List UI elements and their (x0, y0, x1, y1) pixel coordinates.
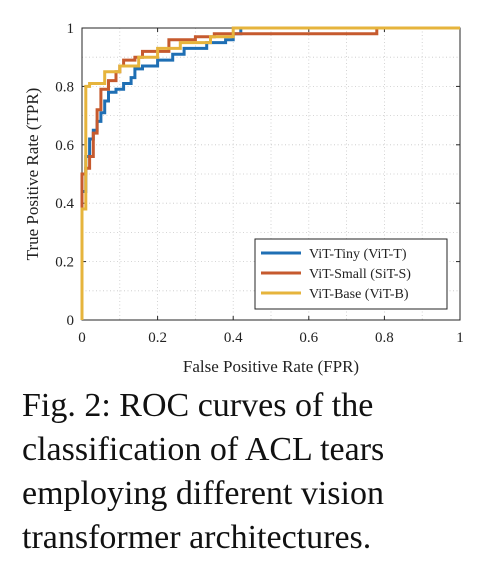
y-axis-label: True Positive Rate (TPR) (23, 88, 42, 261)
x-tick-label: 0.2 (148, 330, 167, 346)
caption-line: transformer architectures. (22, 519, 372, 556)
x-axis-label: False Positive Rate (FPR) (183, 357, 359, 376)
legend-label: ViT-Tiny (ViT-T) (309, 247, 407, 262)
caption-line: classification of ACL tears (22, 431, 385, 468)
y-tick-label: 0.2 (55, 255, 74, 271)
figure-caption: Fig. 2: ROC curves of the classification… (22, 384, 462, 560)
caption-line: employing different vision (22, 475, 384, 512)
axis-ticks: 0 0.2 0.4 0.6 0.8 1 0 0.2 0.4 0.6 0.8 1 (55, 21, 464, 346)
series-line-2 (80, 26, 460, 320)
y-tick-label: 0.6 (55, 138, 74, 154)
y-tick-label: 1 (67, 21, 75, 37)
x-tick-label: 0.8 (375, 330, 394, 346)
chart-svg: 0 0.2 0.4 0.6 0.8 1 0 0.2 0.4 0.6 0.8 1 False Posit… (23, 21, 464, 376)
y-tick-label: 0.8 (55, 79, 74, 95)
caption-line: Fig. 2: ROC curves of the (22, 387, 374, 424)
x-tick-label: 0 (78, 330, 86, 346)
y-tick-label: 0 (67, 313, 75, 329)
grid (82, 28, 460, 320)
legend-label: ViT-Base (ViT-B) (309, 287, 409, 302)
x-tick-label: 1 (456, 330, 464, 346)
y-tick-label: 0.4 (55, 196, 74, 212)
x-tick-label: 0.4 (224, 330, 243, 346)
x-tick-label: 0.6 (299, 330, 318, 346)
legend-label: ViT-Small (SiT-S) (309, 267, 411, 282)
series-lines (80, 26, 460, 320)
legend: ViT-Tiny (ViT-T) ViT-Small (SiT-S) ViT-Bas… (254, 238, 448, 310)
roc-chart: 0 0.2 0.4 0.6 0.8 1 0 0.2 0.4 0.6 0.8 1 False Posit… (23, 21, 464, 376)
